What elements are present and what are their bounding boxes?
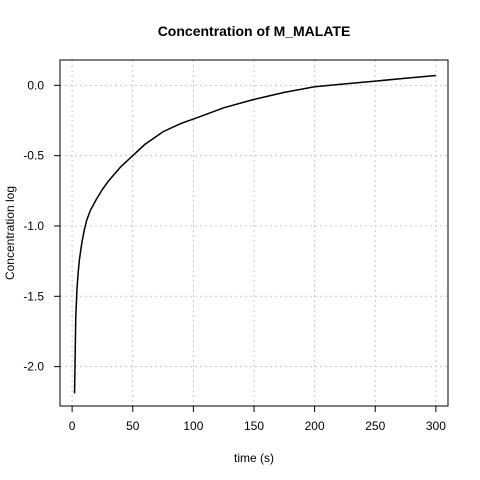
y-axis-label: Concentration log — [3, 186, 17, 280]
y-tick-label: -2.0 — [23, 360, 44, 374]
y-tick-label: -0.5 — [23, 149, 44, 163]
x-axis: 0 50 100 150 200 250 300 — [69, 405, 446, 433]
series-line — [73, 74, 436, 394]
x-tick-label: 150 — [244, 419, 264, 433]
x-tick-label: 100 — [183, 419, 203, 433]
y-tick-label: 0.0 — [27, 78, 44, 92]
y-tick-label: -1.5 — [23, 289, 44, 303]
x-tick-label: 250 — [365, 419, 385, 433]
y-axis: 0.0 -0.5 -1.0 -1.5 -2.0 — [23, 78, 61, 374]
x-tick-label: 50 — [126, 419, 140, 433]
x-axis-label: time (s) — [234, 451, 274, 465]
x-tick-label: 0 — [69, 419, 76, 433]
series-layer — [73, 74, 436, 394]
grid-layer — [60, 60, 448, 406]
x-tick-label: 200 — [305, 419, 325, 433]
x-tick-label: 300 — [426, 419, 446, 433]
chart-title: Concentration of M_MALATE — [158, 23, 351, 39]
y-tick-label: -1.0 — [23, 219, 44, 233]
